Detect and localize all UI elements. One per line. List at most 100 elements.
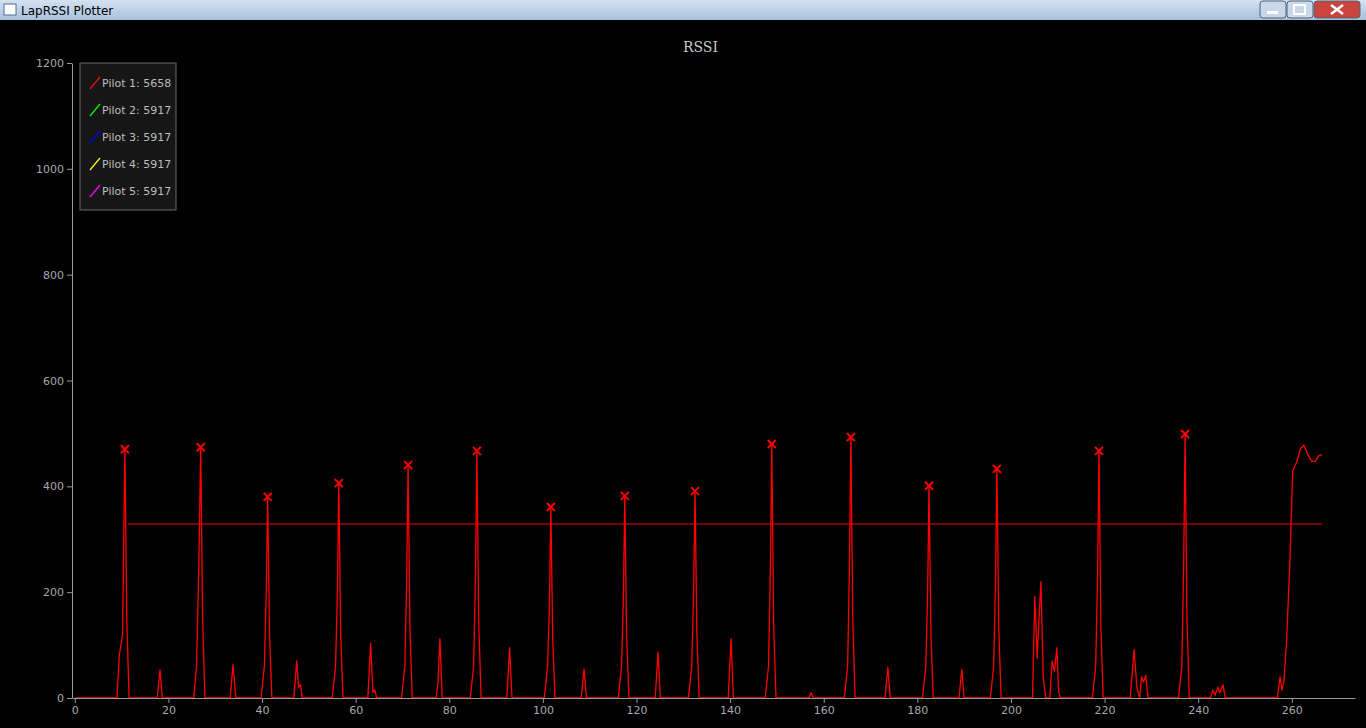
peak-marker (473, 447, 481, 455)
x-axis-tick-label: 60 (349, 704, 363, 717)
x-axis-tick-mark (1292, 698, 1293, 703)
x-axis-tick: 240 (1188, 698, 1209, 717)
close-button[interactable] (1314, 1, 1360, 18)
x-axis-tick-label: 120 (627, 704, 648, 717)
x-axis-tick-mark (262, 698, 263, 703)
x-axis-tick: 20 (162, 698, 176, 717)
legend-swatch (90, 158, 100, 170)
legend-label: Pilot 2: 5917 (102, 104, 171, 117)
peak-marker (621, 492, 629, 500)
x-axis-tick-mark (637, 698, 638, 703)
x-axis-tick: 60 (349, 698, 363, 717)
x-axis-tick: 260 (1282, 698, 1303, 717)
peak-marker (264, 493, 272, 501)
y-axis-tick-mark (67, 486, 72, 487)
x-axis-tick-mark (168, 698, 169, 703)
peak-marker (547, 503, 555, 511)
legend-label: Pilot 1: 5658 (102, 77, 171, 90)
y-axis-tick-mark (67, 63, 72, 64)
x-axis-tick-mark (824, 698, 825, 703)
peak-marker (335, 479, 343, 487)
maximize-glyph (1294, 5, 1305, 14)
y-axis-tick-label: 1200 (36, 57, 64, 70)
y-axis-tick: 200 (43, 586, 72, 599)
y-axis-tick-mark (67, 275, 72, 276)
y-axis-tick-mark (67, 592, 72, 593)
x-axis-tick-mark (356, 698, 357, 703)
y-axis-tick-label: 1000 (36, 163, 64, 176)
x-axis-tick: 40 (256, 698, 270, 717)
legend-swatch (90, 77, 100, 89)
y-axis-tick-label: 800 (43, 269, 64, 282)
legend: Pilot 1: 5658 Pilot 2: 5917 Pilot 3: 5917 P… (80, 63, 176, 210)
peak-marker (768, 440, 776, 448)
legend-label: Pilot 3: 5917 (102, 131, 171, 144)
legend-swatch (90, 131, 100, 143)
legend-swatch (90, 104, 100, 116)
x-axis-tick: 200 (1001, 698, 1022, 717)
legend-swatch (90, 185, 100, 197)
plot-area (75, 430, 1322, 698)
maximize-button[interactable] (1287, 1, 1313, 18)
y-axis-tick-mark (67, 381, 72, 382)
x-axis-tick: 100 (533, 698, 554, 717)
x-axis-tick-label: 100 (533, 704, 554, 717)
close-glyph (1331, 5, 1343, 14)
x-axis: 0 20 40 60 80 100 120 140 160 180 200 220 240 260 (72, 698, 1356, 717)
y-axis-tick-mark (67, 169, 72, 170)
x-axis-tick-mark (75, 698, 76, 703)
peak-marker (197, 443, 205, 451)
y-axis-tick: 1000 (36, 163, 72, 176)
x-axis-tick-label: 0 (72, 704, 79, 717)
threshold-line (128, 523, 1323, 525)
y-axis: 0 200 400 600 800 1000 1200 (36, 57, 73, 705)
x-axis-tick-label: 140 (720, 704, 741, 717)
legend-label: Pilot 4: 5917 (102, 158, 171, 171)
peak-marker (691, 487, 699, 495)
x-axis-tick-mark (730, 698, 731, 703)
peak-marker (1095, 447, 1103, 455)
peak-marker (121, 445, 129, 453)
x-axis-tick-mark (917, 698, 918, 703)
x-axis-tick-label: 200 (1001, 704, 1022, 717)
series-line (75, 434, 1322, 698)
x-axis-tick-label: 80 (443, 704, 457, 717)
x-axis-tick: 180 (907, 698, 928, 717)
y-axis-tick: 600 (43, 375, 72, 388)
peak-marker (925, 482, 933, 490)
y-axis-tick: 1200 (36, 57, 72, 70)
x-axis-tick-label: 40 (256, 704, 270, 717)
x-axis-tick: 120 (627, 698, 648, 717)
y-axis-tick-label: 400 (43, 480, 64, 493)
x-axis-tick-label: 20 (162, 704, 176, 717)
y-axis-tick: 800 (43, 269, 72, 282)
x-axis-line (73, 698, 1356, 699)
title-bar-bg (0, 0, 1366, 20)
x-axis-tick: 0 (72, 698, 79, 717)
x-axis-tick-mark (1198, 698, 1199, 703)
x-axis-tick-label: 240 (1188, 704, 1209, 717)
y-axis-tick-label: 600 (43, 375, 64, 388)
y-axis-tick-mark (67, 698, 72, 699)
x-axis-tick: 160 (814, 698, 835, 717)
peak-marker (1181, 430, 1189, 438)
x-axis-tick-mark (449, 698, 450, 703)
x-axis-tick-label: 220 (1095, 704, 1116, 717)
minimize-button[interactable] (1260, 1, 1286, 18)
title-bar: LapRSSI Plotter (0, 0, 1366, 20)
y-axis-tick-label: 0 (57, 692, 64, 705)
y-axis-tick-label: 200 (43, 586, 64, 599)
x-axis-tick: 80 (443, 698, 457, 717)
x-axis-tick-mark (1105, 698, 1106, 703)
minimize-glyph (1267, 11, 1278, 14)
x-axis-tick-label: 180 (907, 704, 928, 717)
legend-label: Pilot 5: 5917 (102, 185, 171, 198)
peak-marker (993, 465, 1001, 473)
x-axis-tick-label: 160 (814, 704, 835, 717)
y-axis-tick: 0 (57, 692, 72, 705)
x-axis-tick-label: 260 (1282, 704, 1303, 717)
y-axis-line (72, 64, 73, 699)
x-axis-tick-mark (1011, 698, 1012, 703)
legend-box (80, 63, 176, 210)
peak-marker (404, 461, 412, 469)
